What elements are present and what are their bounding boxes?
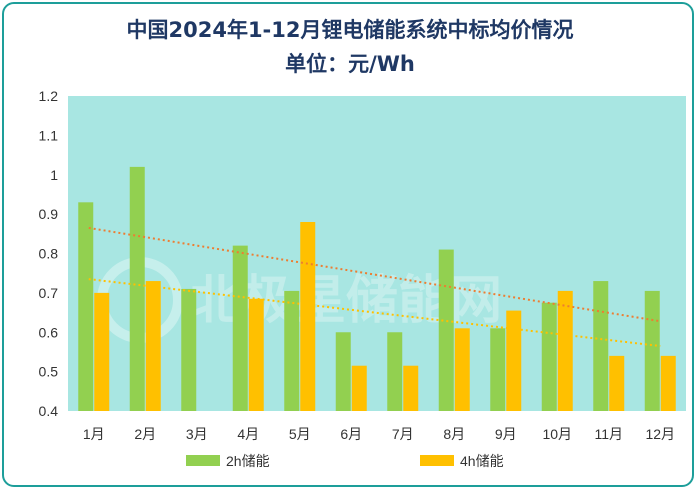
plot-area: [68, 96, 686, 411]
x-tick-label: 9月: [495, 426, 517, 442]
bar-2h: [78, 202, 94, 411]
x-tick-label: 2月: [134, 426, 156, 442]
legend-label: 2h储能: [226, 453, 270, 469]
legend-swatch: [186, 455, 220, 466]
y-tick-label: 1.2: [39, 88, 59, 104]
y-tick-label: 0.4: [39, 403, 59, 419]
bar-2h: [181, 288, 197, 411]
x-tick-label: 12月: [645, 426, 675, 442]
y-tick-label: 1.1: [39, 127, 59, 143]
bars: [78, 166, 676, 411]
trendline-2h: [88, 226, 661, 323]
bar-4h: [248, 298, 264, 411]
y-tick-label: 0.6: [39, 324, 59, 340]
x-tick-label: 8月: [443, 426, 465, 442]
bar-2h: [644, 290, 660, 411]
x-axis: 1月 2月 3月 4月 5月 6月 7月 8月 9月 10月 11月 12月: [83, 426, 675, 442]
y-axis: 0.4 0.5 0.6 0.7 0.8 0.9 1 1.1 1.2: [39, 88, 59, 419]
x-tick-label: 4月: [237, 426, 259, 442]
bar-2h: [232, 245, 248, 411]
x-tick-label: 6月: [340, 426, 362, 442]
x-tick-label: 3月: [186, 426, 208, 442]
bar-4h: [94, 292, 110, 411]
chart-subtitle: 单位：元/Wh: [285, 52, 415, 76]
bar-4h: [403, 365, 419, 411]
bar-2h: [387, 332, 403, 411]
y-tick-label: 0.5: [39, 364, 59, 380]
bar-4h: [454, 328, 470, 411]
bar-2h: [541, 302, 557, 411]
bar-2h: [129, 166, 145, 411]
legend-swatch: [420, 455, 454, 466]
bar-4h: [300, 222, 316, 411]
bar-2h: [490, 328, 506, 411]
bar-2h: [284, 290, 300, 411]
bar-4h: [660, 355, 676, 411]
bar-4h: [506, 310, 522, 411]
bar-4h: [351, 365, 367, 411]
y-tick-label: 0.8: [39, 246, 59, 262]
bar-4h: [557, 290, 573, 411]
x-tick-label: 5月: [289, 426, 311, 442]
legend: 2h储能 4h储能: [186, 453, 504, 469]
x-tick-label: 1月: [83, 426, 105, 442]
bar-2h: [438, 249, 454, 411]
chart-title: 中国2024年1-12月锂电储能系统中标均价情况: [126, 18, 574, 42]
bar-2h: [335, 332, 351, 411]
x-tick-label: 11月: [594, 426, 623, 442]
bar-2h: [593, 281, 609, 411]
x-tick-label: 10月: [542, 426, 572, 442]
legend-label: 4h储能: [460, 453, 504, 469]
trendlines: [88, 226, 661, 348]
trendline-4h: [88, 278, 661, 348]
y-tick-label: 0.9: [39, 206, 59, 222]
bar-4h: [145, 281, 161, 411]
x-tick-label: 7月: [392, 426, 414, 442]
y-tick-label: 0.7: [39, 285, 59, 301]
bar-4h: [609, 355, 625, 411]
y-tick-label: 1: [50, 167, 58, 183]
